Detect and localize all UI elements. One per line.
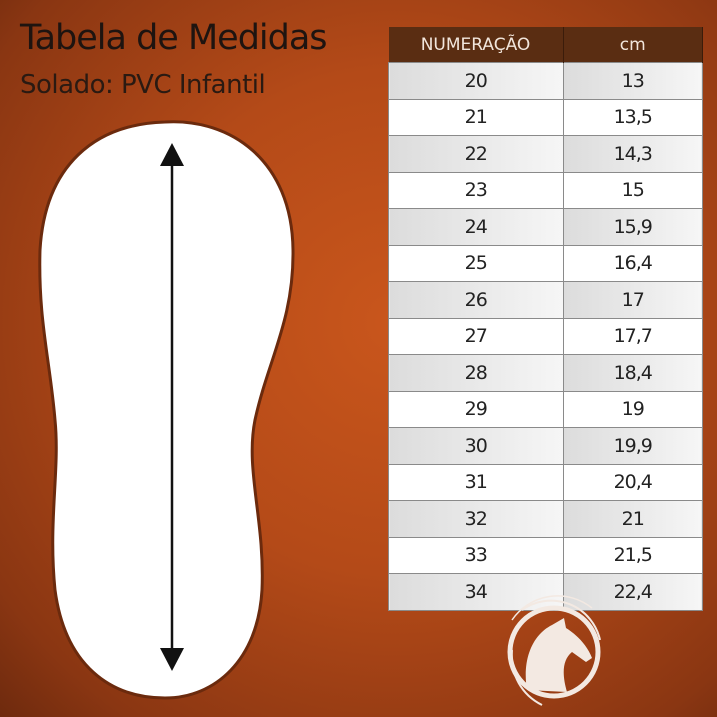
cell-numeracao: 32 (388, 500, 564, 538)
cell-cm: 15,9 (562, 208, 703, 246)
sole-outline-icon (38, 120, 295, 700)
cell-cm: 18,4 (562, 354, 703, 392)
table-row: 33 21,5 (388, 536, 703, 574)
page-title: Tabela de Medidas (20, 18, 328, 58)
table-row: 29 19 (388, 390, 703, 428)
cell-numeracao: 33 (388, 536, 564, 574)
cell-cm: 13 (562, 62, 703, 100)
table-row: 32 21 (388, 500, 703, 538)
cell-cm: 15 (562, 171, 703, 209)
cell-cm: 19,9 (562, 427, 703, 465)
cell-numeracao: 20 (388, 62, 564, 100)
cell-cm: 21 (562, 500, 703, 538)
cell-cm: 14,3 (562, 135, 703, 173)
cell-numeracao: 30 (388, 427, 564, 465)
cell-cm: 17,7 (562, 317, 703, 355)
table-row: 25 16,4 (388, 244, 703, 282)
cell-cm: 20,4 (562, 463, 703, 501)
cell-numeracao: 24 (388, 208, 564, 246)
cell-cm: 13,5 (562, 98, 703, 136)
cell-numeracao: 26 (388, 281, 564, 319)
table-row: 20 13 (388, 62, 703, 100)
cell-cm: 19 (562, 390, 703, 428)
table-row: 24 15,9 (388, 208, 703, 246)
double-arrow-icon (160, 143, 184, 671)
horse-logo-icon (507, 595, 601, 706)
table-row: 22 14,3 (388, 135, 703, 173)
header-cm: cm (563, 27, 703, 63)
table-row: 26 17 (388, 281, 703, 319)
cell-numeracao: 23 (388, 171, 564, 209)
table-row: 27 17,7 (388, 317, 703, 355)
header-numeracao: NUMERAÇÃO (388, 27, 564, 63)
cell-numeracao: 29 (388, 390, 564, 428)
table-row: 21 13,5 (388, 98, 703, 136)
cell-cm: 21,5 (562, 536, 703, 574)
page-subtitle: Solado: PVC Infantil (20, 70, 266, 100)
cell-numeracao: 28 (388, 354, 564, 392)
cell-cm: 16,4 (562, 244, 703, 282)
cell-numeracao: 27 (388, 317, 564, 355)
table-row: 23 15 (388, 171, 703, 209)
table-row: 30 19,9 (388, 427, 703, 465)
table-row: 28 18,4 (388, 354, 703, 392)
size-table: NUMERAÇÃO cm 20 13 21 13,5 22 14,3 23 15 24 15,9 2… (388, 27, 703, 611)
cell-numeracao: 31 (388, 463, 564, 501)
cell-cm: 17 (562, 281, 703, 319)
cell-numeracao: 25 (388, 244, 564, 282)
table-row: 31 20,4 (388, 463, 703, 501)
cell-numeracao: 22 (388, 135, 564, 173)
cell-numeracao: 21 (388, 98, 564, 136)
